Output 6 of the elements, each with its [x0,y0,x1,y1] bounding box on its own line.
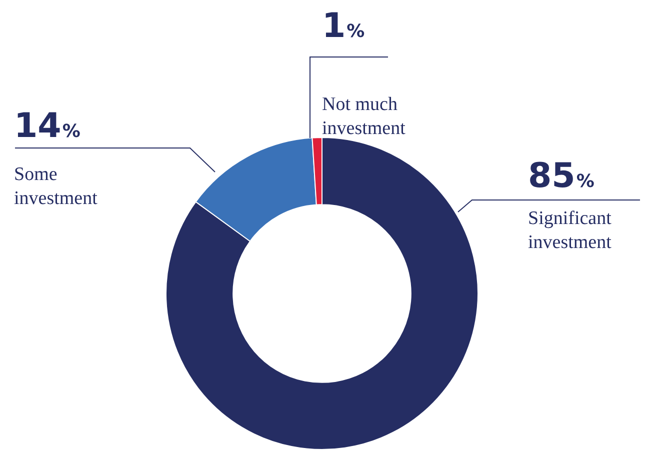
data-label: 1% [322,6,365,46]
slice-label: Significant investment [528,208,612,253]
slice-label: Some investment [14,164,98,209]
slice-label: Not much investment [322,94,406,139]
data-label: 14% [14,106,80,146]
data-label: 85% [528,156,594,196]
